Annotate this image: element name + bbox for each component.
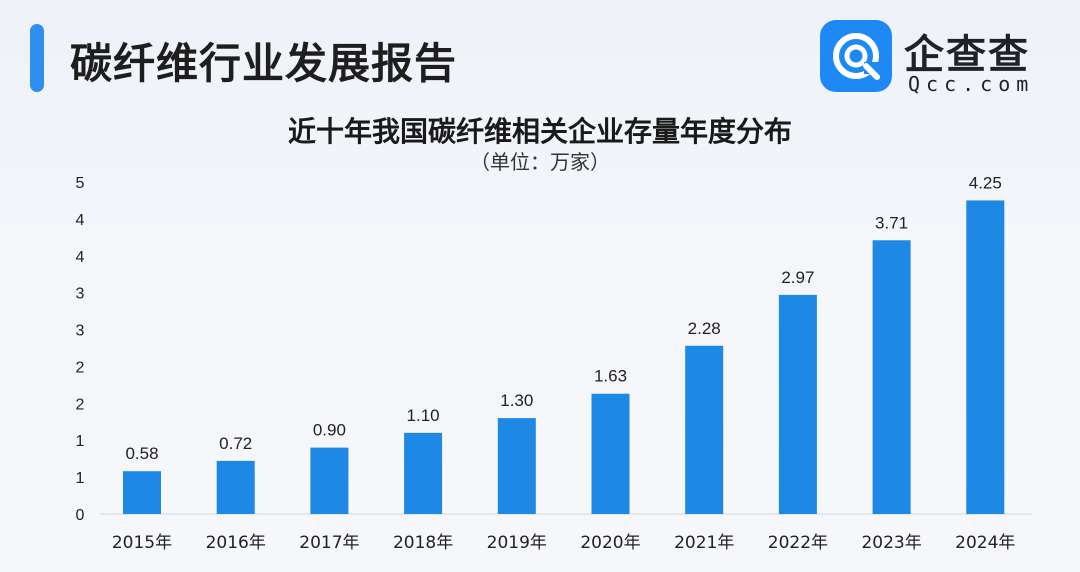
- bar-value-label: 2.97: [781, 268, 814, 287]
- y-tick-label: 4: [76, 249, 85, 266]
- x-tick-label: 2018年: [393, 533, 453, 553]
- chart-title: 近十年我国碳纤维相关企业存量年度分布: [287, 115, 792, 148]
- x-tick-label: 2022年: [768, 533, 828, 553]
- y-tick-label: 1: [76, 433, 85, 450]
- bar-value-label: 1.63: [594, 367, 627, 386]
- bar-value-label: 1.10: [407, 406, 440, 425]
- bar: [872, 240, 911, 515]
- y-tick-label: 3: [76, 286, 85, 303]
- y-tick-label: 4: [76, 212, 85, 229]
- bar: [216, 460, 255, 514]
- bar: [497, 418, 536, 514]
- y-tick-label: 1: [76, 470, 85, 487]
- y-tick-label: 3: [76, 323, 85, 340]
- logo-text-cn: 企查查: [904, 32, 1030, 78]
- bar-value-label: 0.72: [219, 434, 252, 453]
- y-tick-label: 2: [76, 396, 85, 413]
- x-tick-label: 2019年: [487, 533, 547, 553]
- bar: [404, 432, 443, 514]
- bar: [310, 447, 349, 514]
- qcc-logo-icon: [820, 20, 892, 92]
- x-tick-label: 2015年: [112, 533, 172, 553]
- bar-value-label: 4.25: [969, 173, 1002, 192]
- y-tick-label: 0: [76, 507, 85, 524]
- report-title: 碳纤维行业发展报告: [70, 39, 458, 88]
- logo-text-en: Qcc.com: [908, 72, 1035, 96]
- x-tick-label: 2017年: [299, 533, 359, 553]
- bar: [778, 294, 817, 514]
- title-accent-bar: [30, 24, 44, 92]
- y-tick-label: 2: [76, 359, 85, 376]
- y-tick-label: 5: [76, 175, 85, 192]
- x-tick-label: 2020年: [580, 533, 640, 553]
- bar-value-label: 2.28: [688, 319, 721, 338]
- bar: [123, 471, 161, 514]
- bar-value-label: 0.58: [125, 444, 158, 463]
- bar: [966, 200, 1005, 514]
- bar-value-label: 3.71: [875, 213, 908, 232]
- qcc-logo: 企查查 Qcc.com: [820, 20, 1060, 100]
- bar: [685, 345, 724, 514]
- x-tick-label: 2023年: [861, 533, 921, 553]
- bar: [591, 393, 630, 514]
- bar-value-label: 1.30: [500, 391, 533, 410]
- bar-value-label: 0.90: [313, 421, 346, 440]
- x-tick-label: 2021年: [674, 533, 734, 553]
- x-tick-label: 2016年: [206, 533, 266, 553]
- x-tick-label: 2024年: [955, 533, 1015, 553]
- chart-subtitle: （单位：万家）: [470, 150, 610, 174]
